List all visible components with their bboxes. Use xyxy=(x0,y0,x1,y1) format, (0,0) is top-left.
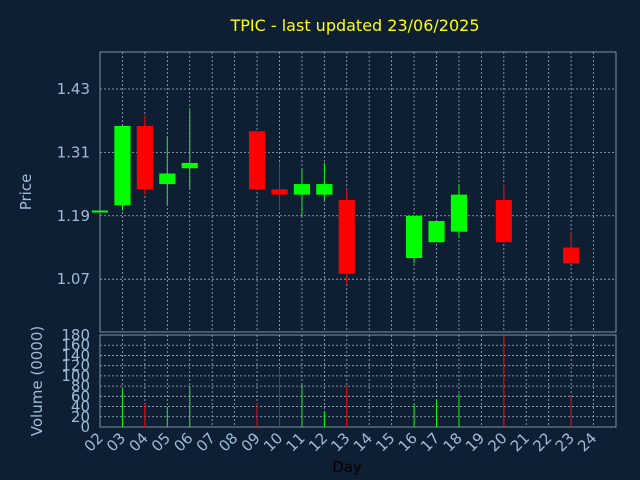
price-tick-label: 1.43 xyxy=(57,80,90,98)
volume-tick-label: 40 xyxy=(71,398,90,416)
chart-title: TPIC - last updated 23/06/2025 xyxy=(229,16,479,35)
candle-body xyxy=(338,199,355,274)
candle-body xyxy=(114,125,131,206)
price-tick-label: 1.07 xyxy=(57,270,90,288)
volume-tick-label: 100 xyxy=(61,367,90,385)
candle-body xyxy=(181,162,198,169)
candle-body xyxy=(495,199,512,243)
volume-plot-frame xyxy=(99,334,617,428)
candle-body xyxy=(136,125,153,190)
price-plot-frame xyxy=(99,51,617,333)
volume-tick-label: 0 xyxy=(80,418,90,436)
candle-body xyxy=(450,194,468,232)
candle-body xyxy=(563,247,580,264)
price-tick-label: 1.31 xyxy=(57,143,90,161)
volume-tick-label: 140 xyxy=(61,346,90,364)
price-grid xyxy=(100,52,616,332)
candle-body xyxy=(159,173,176,185)
volume-tick-label: 80 xyxy=(71,377,90,395)
candle-body xyxy=(293,184,310,195)
candle-body xyxy=(91,210,109,213)
candle-body xyxy=(406,215,423,259)
volume-grid xyxy=(100,335,616,427)
volume-bars xyxy=(121,335,572,427)
volume-tick-label: 120 xyxy=(61,357,90,375)
candle-body xyxy=(428,221,445,243)
volume-tick-label: 160 xyxy=(61,336,90,354)
candles xyxy=(91,110,580,285)
volume-tick-label: 20 xyxy=(71,408,90,426)
volume-axis-label: Volume (0000) xyxy=(28,326,46,436)
price-panel: 1.07 1.19 1.31 1.43 Price xyxy=(17,51,617,333)
price-axis-label: Price xyxy=(17,174,35,211)
price-tick-label: 1.19 xyxy=(57,207,90,225)
candle-body xyxy=(271,189,288,195)
candle-body xyxy=(248,131,266,190)
x-axis: 0203040506070809101112131415161718192021… xyxy=(81,429,601,455)
candle-body xyxy=(316,184,333,195)
x-axis-label: Day xyxy=(332,458,362,476)
price-y-tick-labels: 1.07 1.19 1.31 1.43 xyxy=(57,80,90,288)
volume-tick-label: 60 xyxy=(71,387,90,405)
volume-tick-label: 180 xyxy=(61,326,90,344)
x-tick-label: 24 xyxy=(574,429,600,455)
